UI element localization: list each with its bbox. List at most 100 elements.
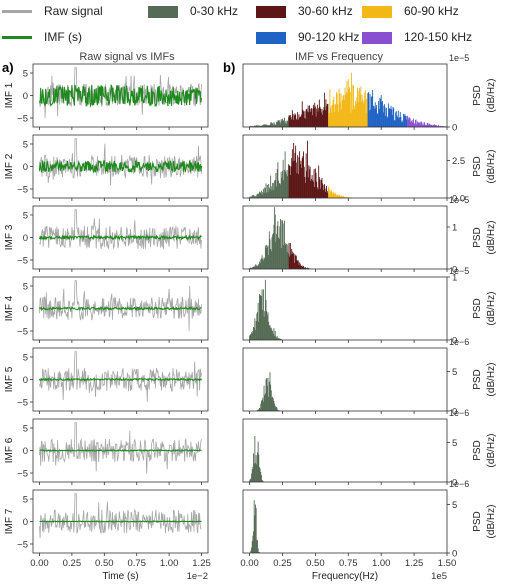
left-panel-title: Raw signal vs IMFs <box>79 51 175 63</box>
x-axis-label: Frequency(Hz) <box>312 571 378 582</box>
legend-box-swatch <box>256 5 286 18</box>
imf-line <box>38 305 202 312</box>
legend-box-swatch <box>256 31 286 44</box>
y-scale-label: 1e−6 <box>449 479 469 489</box>
y-scale-label: 1e−5 <box>449 195 469 205</box>
figure-legend: Raw signal IMF (s) 0-30 kHz 30-60 kHz 60… <box>0 0 508 52</box>
y-tick-label: 5 <box>23 495 28 506</box>
y-axis-unit: (dB/Hz) <box>486 79 497 113</box>
x-tick-label: 0.25 <box>63 558 82 569</box>
legend-item-imf: IMF (s) <box>2 30 82 44</box>
raw-signal-line <box>39 422 202 474</box>
imf-row-label: IMF 2 <box>4 153 15 179</box>
panel-letter-b: b) <box>223 60 235 75</box>
plot-frame <box>242 63 448 128</box>
plot-frame <box>242 205 448 270</box>
y-axis-label: PSD <box>472 227 483 248</box>
y-tick-label: 5 <box>452 500 457 511</box>
x-tick-label: 0.75 <box>339 558 358 569</box>
legend-item-120-150khz: 120-150 kHz <box>362 30 472 44</box>
y-axis-unit: (dB/Hz) <box>486 505 497 539</box>
x-tick-label: 0.00 <box>240 558 259 569</box>
x-axis-label: Time (s) <box>102 571 138 582</box>
y-scale-label: 1e−6 <box>449 408 469 418</box>
y-tick-label: −5 <box>17 256 28 267</box>
legend-label: 90-120 kHz <box>298 30 360 44</box>
psd-row-3: 0 1 1e−5 PSD (dB/Hz) <box>242 195 497 276</box>
y-axis-label: PSD <box>472 298 483 319</box>
y-scale-label: 1e−5 <box>449 266 469 276</box>
y-tick-label: 1 <box>452 273 457 284</box>
y-tick-label: 5 <box>23 69 28 80</box>
raw-signal-line <box>39 138 202 186</box>
y-tick-label: 0 <box>452 123 457 134</box>
legend-item-60-90khz: 60-90 kHz <box>362 4 459 18</box>
panel-letter-a: a) <box>2 60 14 75</box>
imf-line <box>38 377 202 382</box>
raw-signal-line <box>39 280 202 331</box>
y-tick-label: 2.5 <box>452 156 465 167</box>
y-tick-label: 0 <box>452 265 457 276</box>
y-axis-label: PSD <box>472 156 483 177</box>
legend-box-swatch <box>362 5 392 18</box>
y-tick-label: 0 <box>23 375 28 386</box>
x-offset-label: 1e5 <box>431 571 447 582</box>
y-axis-unit: (dB/Hz) <box>486 150 497 184</box>
legend-item-raw-signal: Raw signal <box>2 4 103 18</box>
x-tick-label: 0.00 <box>30 558 49 569</box>
x-offset-label: 1e−2 <box>187 571 208 582</box>
x-tick-label: 1.50 <box>438 558 457 569</box>
y-tick-label: 0 <box>452 407 457 418</box>
x-tick-label: 0.50 <box>306 558 325 569</box>
imf-line <box>38 234 202 242</box>
imf-line <box>39 449 202 452</box>
legend-box-swatch <box>362 31 392 44</box>
y-tick-label: 0 <box>452 549 457 560</box>
legend-label: 0-30 kHz <box>190 4 239 18</box>
y-tick-label: 5 <box>23 353 28 364</box>
x-tick-label: 1.25 <box>192 558 211 569</box>
legend-label: 60-90 kHz <box>404 4 459 18</box>
legend-label: IMF (s) <box>44 30 82 44</box>
x-tick-label: 0.75 <box>127 558 146 569</box>
imf-row-label: IMF 6 <box>4 437 15 463</box>
y-axis-label: PSD <box>472 85 483 106</box>
plot-frame <box>242 418 448 483</box>
imf-line <box>38 83 203 108</box>
y-tick-label: 0 <box>23 162 28 173</box>
imf-row-label: IMF 7 <box>4 508 15 534</box>
imf-line <box>38 159 203 174</box>
y-axis-label: PSD <box>472 511 483 532</box>
right-panel-title: IMF vs Frequency <box>295 51 384 63</box>
imf-row-5: −5 0 5 IMF 5 <box>4 347 209 414</box>
y-tick-label: 0 <box>23 91 28 102</box>
plot-frame <box>242 489 448 554</box>
plot-frame <box>242 347 448 412</box>
y-tick-label: 5 <box>23 282 28 293</box>
imf-row-1: −5 0 5 IMF 1 <box>4 63 209 130</box>
y-tick-label: −5 <box>17 398 28 409</box>
y-tick-label: 1 <box>452 223 457 234</box>
y-tick-label: −5 <box>17 327 28 338</box>
y-tick-label: −5 <box>17 469 28 480</box>
x-tick-label: 0.25 <box>273 558 292 569</box>
y-tick-label: 0 <box>452 478 457 489</box>
legend-box-swatch <box>148 5 178 18</box>
psd-row-5: 0 5 1e−6 PSD (dB/Hz) <box>242 337 497 418</box>
legend-label: Raw signal <box>44 4 103 18</box>
y-axis-unit: (dB/Hz) <box>486 221 497 255</box>
y-tick-label: 5 <box>452 367 457 378</box>
y-tick-label: 0 <box>23 304 28 315</box>
raw-signal-line <box>39 493 202 539</box>
imf-line <box>39 520 202 523</box>
legend-item-90-120khz: 90-120 kHz <box>256 30 359 44</box>
y-tick-label: 0.0 <box>452 194 465 205</box>
y-axis-unit: (dB/Hz) <box>486 434 497 468</box>
psd-row-6: 0 5 1e−6 PSD (dB/Hz) <box>242 408 497 489</box>
plot-frame <box>242 276 448 341</box>
imf-row-7: −5 0 5 IMF 7 <box>4 489 209 556</box>
y-scale-label: 1e−6 <box>449 337 469 347</box>
y-tick-label: −5 <box>17 185 28 196</box>
